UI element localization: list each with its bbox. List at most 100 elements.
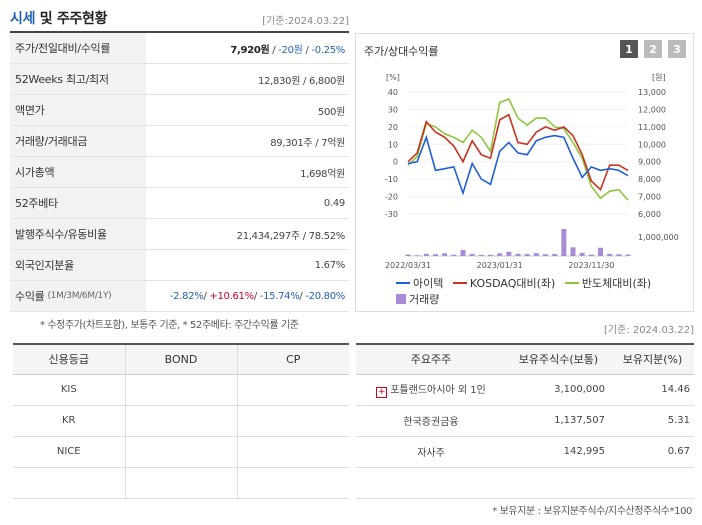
stat-label-text: 수익률: [15, 290, 45, 303]
holders-header: 보유지분(%): [611, 343, 694, 375]
credit-header: 신용등급: [13, 343, 126, 375]
volume-bar: [506, 251, 512, 256]
chart-button-2[interactable]: 2: [644, 40, 662, 58]
volume-bar: [543, 254, 548, 256]
expand-icon[interactable]: +: [376, 387, 388, 398]
agency: KR: [13, 405, 126, 437]
volume-bar: [442, 253, 448, 256]
table-row: + 포틀랜드아시아 외 1인 3,100,000 14.46: [356, 374, 694, 406]
left-tick-label: 10: [388, 140, 398, 149]
chart-button-3[interactable]: 3: [668, 40, 686, 58]
holder-pct: 14.46: [611, 374, 694, 406]
volume-bar: [524, 254, 530, 256]
current-price: 7,920원: [230, 44, 270, 56]
footnote-holders: * 보유지분 : 보유지분주식수/지수산정주식수*100: [492, 506, 692, 517]
stat-label: 거래량/거래대금: [10, 126, 146, 156]
agency: [13, 467, 126, 499]
holder-name: [356, 467, 506, 499]
right-tick-label: 12,000: [638, 105, 666, 114]
legend-line-stock: [396, 282, 410, 284]
holder-name[interactable]: + 포틀랜드아시아 외 1인: [356, 374, 506, 406]
stat-value: 12,830원 / 6,800원: [258, 75, 345, 87]
return-3m: +10.61%: [209, 290, 254, 302]
bond: [125, 436, 238, 468]
left-tick-label: 30: [388, 105, 398, 114]
return-1m: -2.82%: [169, 290, 204, 302]
title-holders: 및 주주현황: [35, 11, 108, 27]
stat-label: 발행주식수/유동비율: [10, 219, 146, 249]
legend-label: 거래량: [409, 293, 440, 306]
holders-header: 보유주식수(보통): [506, 343, 611, 375]
separator: /: [299, 290, 306, 302]
price-rate: -0.25%: [311, 44, 345, 56]
cp: [237, 436, 349, 468]
stat-label: 시가총액: [10, 157, 146, 187]
series-line-stock: [407, 134, 629, 196]
volume-bar: [469, 254, 475, 256]
volume-bar: [515, 253, 521, 256]
holder-pct: 5.31: [611, 405, 694, 437]
stat-row-52w: 52Weeks 최고/최저 12,830원 / 6,800원: [10, 64, 349, 95]
volume-bar: [570, 247, 576, 256]
legend-kosdaq: KOSDAQ대비(좌): [452, 275, 556, 291]
separator: /: [269, 44, 279, 56]
separator: /: [302, 44, 312, 56]
volume-bar: [460, 250, 466, 256]
volume-bar: [598, 247, 603, 256]
chart-period-buttons: 1 2 3: [620, 40, 686, 58]
left-tick-label: -20: [385, 193, 398, 202]
cp: [237, 405, 349, 437]
cp: [237, 467, 349, 499]
return-1y: -20.80%: [305, 290, 345, 302]
stat-label: 주가/전일대비/수익률: [10, 33, 146, 63]
holder-shares: 142,995: [506, 436, 611, 468]
volume-bar: [533, 253, 539, 256]
holder-pct: 0.67: [611, 436, 694, 468]
chart-button-1[interactable]: 1: [620, 40, 638, 58]
volume-bar: [478, 254, 484, 256]
stat-row-foreign: 외국인지분율 1.67%: [10, 250, 349, 281]
stat-row-marketcap: 시가총액 1,698억원: [10, 157, 349, 188]
stat-label: 외국인지분율: [10, 250, 146, 280]
volume-bar: [451, 254, 457, 256]
agency: KIS: [13, 374, 126, 406]
agency: NICE: [13, 436, 126, 468]
title-price[interactable]: 시세: [10, 11, 36, 27]
series-line-semi: [407, 97, 629, 201]
legend-stock: 아이텍: [396, 275, 443, 291]
stat-label: 수익률 (1M/3M/6M/1Y): [10, 281, 146, 311]
stat-row-price: 주가/전일대비/수익률 7,920원 / -20원 / -0.25%: [10, 33, 349, 64]
left-axis-unit: [%]: [386, 73, 400, 82]
stat-value: -2.82%/ +10.61%/ -15.74%/ -20.80%: [146, 291, 349, 302]
right-tick-label: 6,000: [638, 210, 661, 219]
separator: /: [253, 290, 260, 302]
stat-value: 7,920원 / -20원 / -0.25%: [146, 41, 349, 56]
holders-header: 주요주주: [356, 343, 506, 375]
volume-bar: [561, 229, 567, 256]
price-change: -20원: [278, 44, 303, 56]
volume-bar: [405, 254, 411, 256]
right-tick-label: 13,000: [638, 88, 666, 97]
right-tick-label: 11,000: [638, 123, 666, 132]
right-tick-label: 8,000: [638, 175, 661, 184]
holder-pct: [611, 467, 694, 499]
volume-bar: [607, 253, 613, 256]
price-chart: [%] [원] 40 30 20 10 0 -10 -20 -30 13,000 12,000 11,0…: [385, 73, 679, 270]
volume-bar: [579, 252, 585, 256]
table-row: KR: [13, 405, 349, 437]
left-tick-label: -10: [385, 175, 398, 184]
volume-bar: [616, 254, 622, 256]
holder-shares: 1,137,507: [506, 405, 611, 437]
table-row: 자사주 142,995 0.67: [356, 436, 694, 468]
stat-row-returns: 수익률 (1M/3M/6M/1Y) -2.82%/ +10.61%/ -15.74%…: [10, 281, 349, 312]
holder-name: 한국증권금융: [356, 405, 506, 437]
page-title: 시세 및 주주현황: [10, 8, 108, 28]
stats-table: 주가/전일대비/수익률 7,920원 / -20원 / -0.25% 52Week…: [10, 33, 349, 312]
legend-label: KOSDAQ대비(좌): [469, 277, 556, 290]
divider: [10, 31, 349, 33]
legend-line-kosdaq: [452, 282, 467, 284]
chart-panel: 주가/상대수익률 1 2 3 [%] [원] 40 30 20 10 0 -10 -20 -30 1…: [355, 33, 694, 312]
reference-date-holders: [기준: 2024.03.22]: [603, 325, 694, 336]
holder-name: 자사주: [356, 436, 506, 468]
volume-bar: [423, 253, 429, 256]
